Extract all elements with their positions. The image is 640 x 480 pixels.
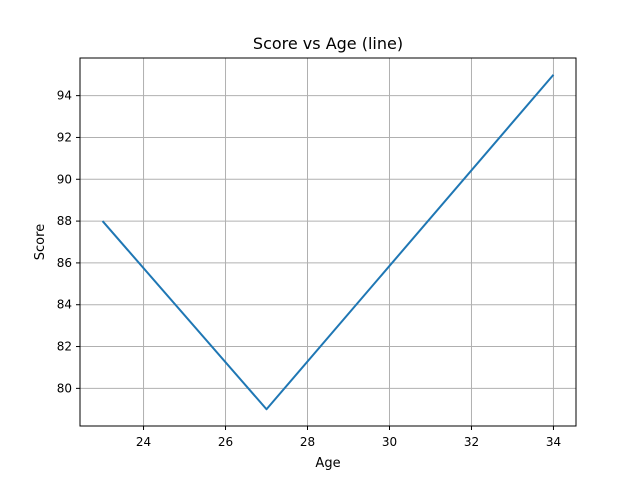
x-tick-label-3: 30 (382, 435, 397, 449)
x-tick-label-2: 28 (300, 435, 315, 449)
x-axis-label: Age (315, 456, 340, 471)
y-tick-label-3: 86 (57, 256, 72, 270)
x-tick-label-5: 34 (546, 435, 561, 449)
series-line-0 (101, 74, 555, 411)
y-tick-label-7: 94 (57, 89, 72, 103)
y-axis-label: Score (33, 224, 48, 260)
y-tick-label-0: 80 (57, 381, 72, 395)
y-tick-label-6: 92 (57, 130, 72, 144)
y-tick-label-4: 88 (57, 214, 72, 228)
series-layer (101, 74, 555, 411)
x-tick-label-0: 24 (136, 435, 151, 449)
plot-area-frame (79, 57, 577, 427)
x-tick-label-4: 32 (464, 435, 479, 449)
chart-title: Score vs Age (line) (253, 34, 403, 53)
y-tick-label-2: 84 (57, 298, 72, 312)
x-tick-label-1: 26 (218, 435, 233, 449)
y-tick-label-1: 82 (57, 340, 72, 354)
axis-ticks: 24 26 28 30 32 34 80 82 84 86 88 90 92 94 (57, 89, 561, 449)
y-tick-label-5: 90 (57, 172, 72, 186)
grid-lines (80, 58, 576, 426)
